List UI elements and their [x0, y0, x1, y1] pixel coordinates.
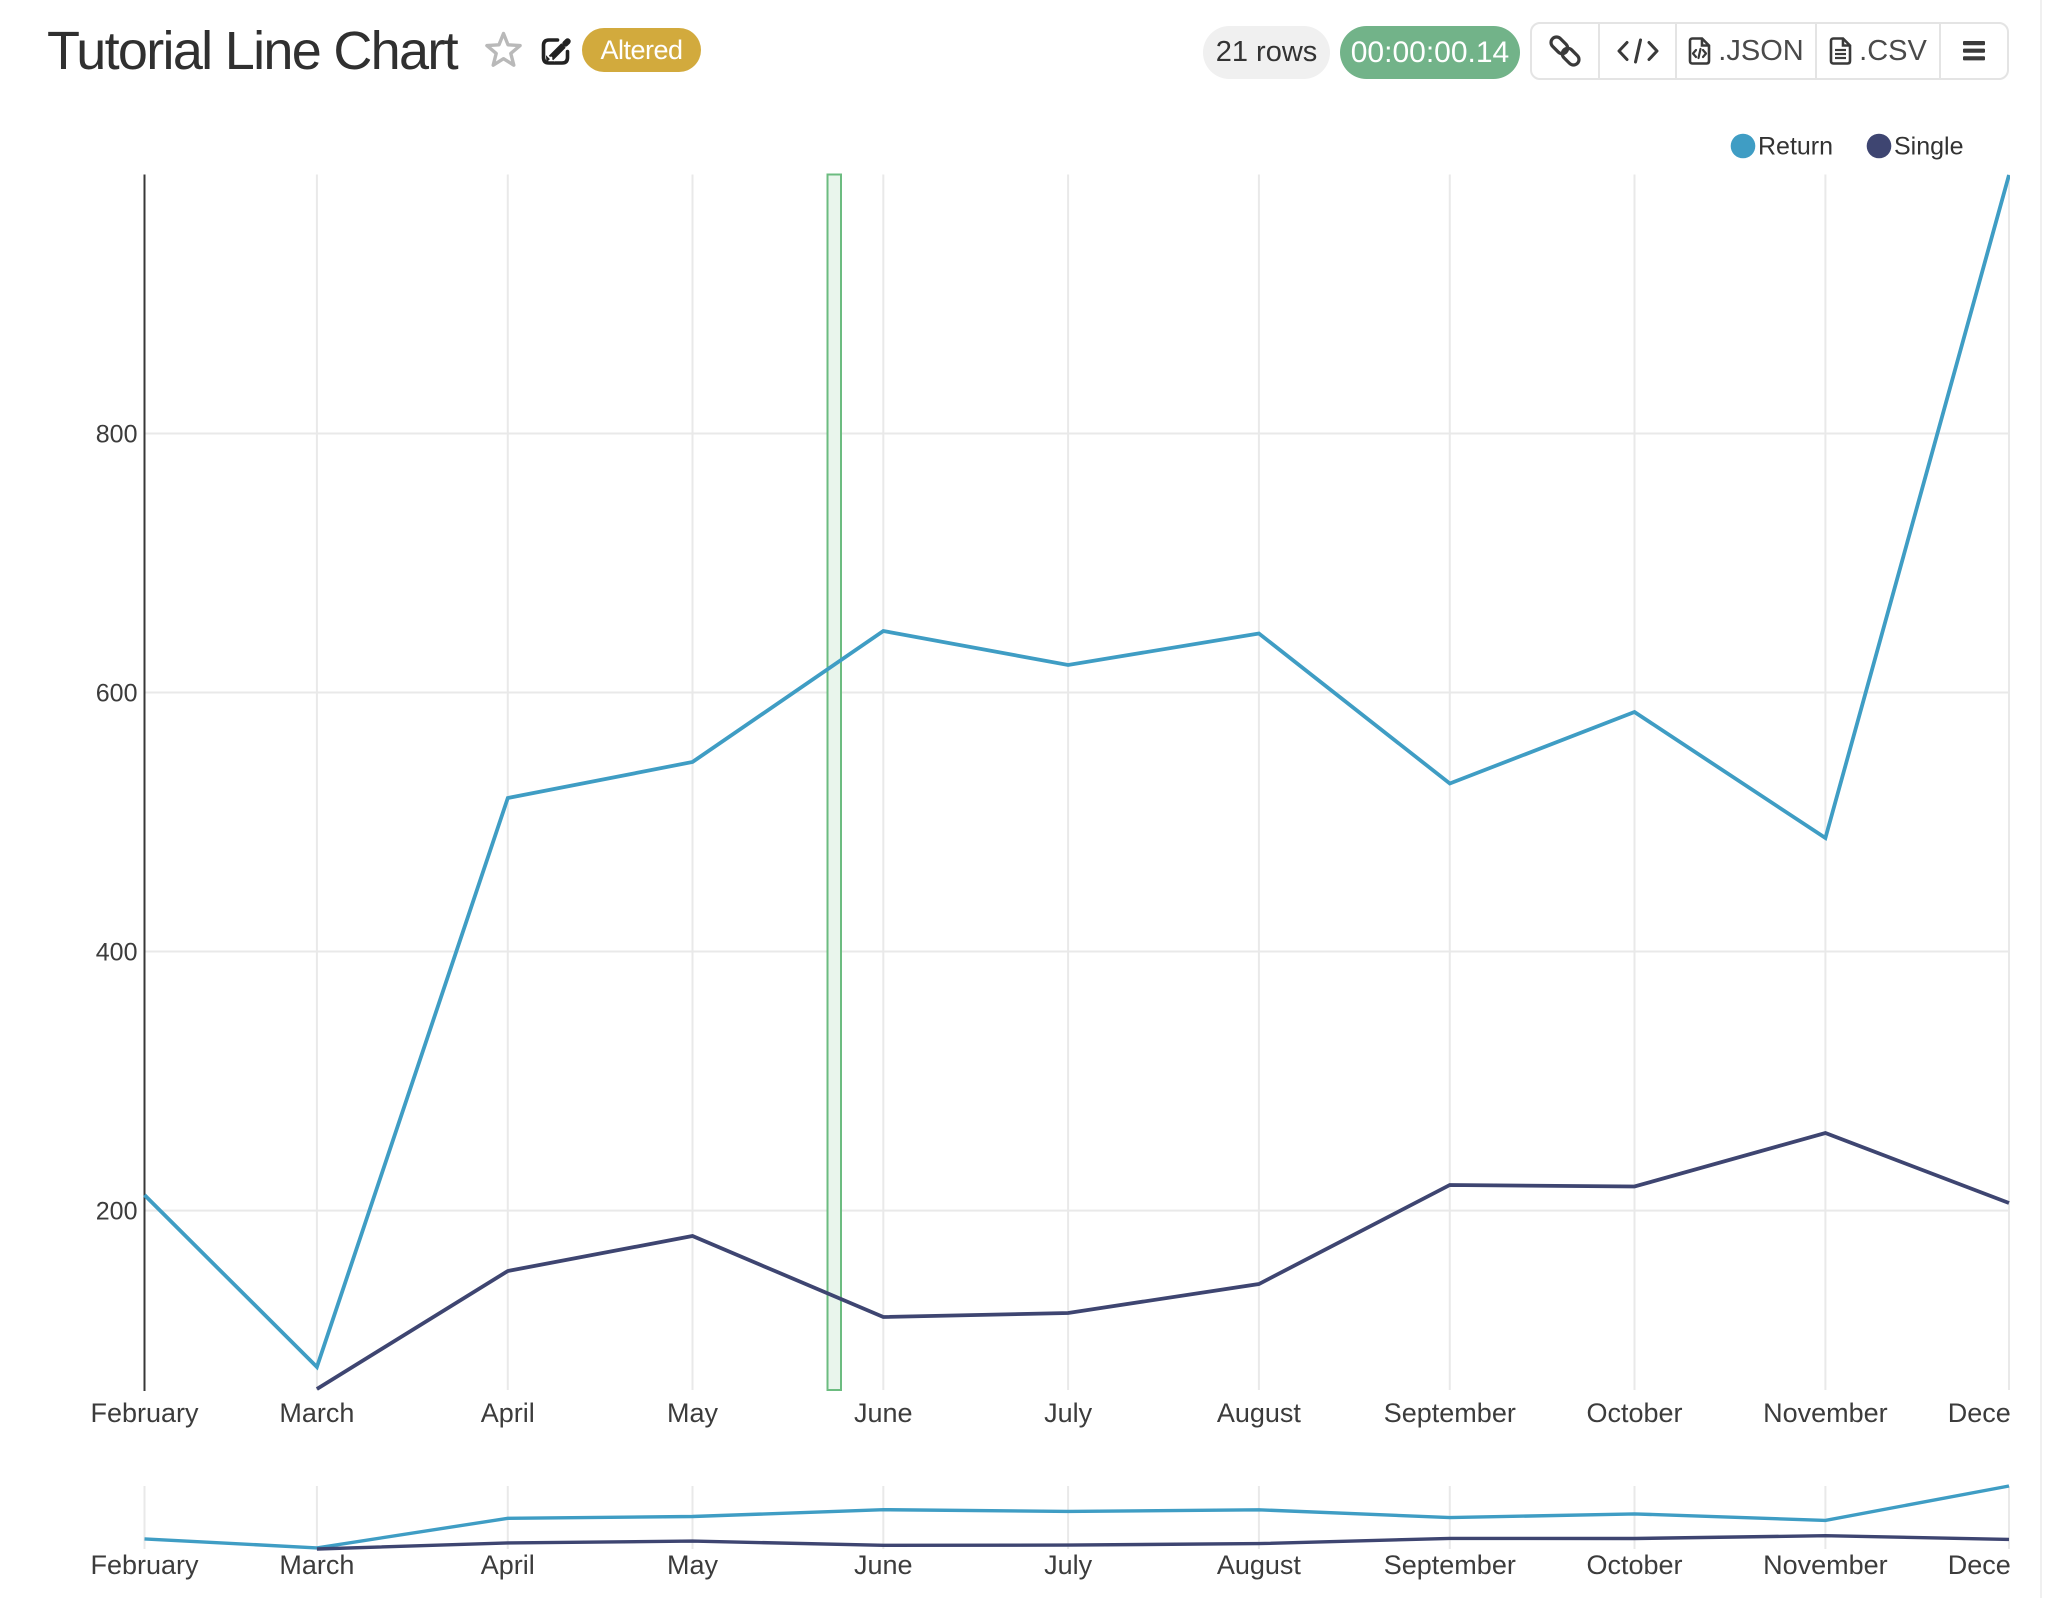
svg-text:March: March — [279, 1398, 354, 1428]
svg-text:800: 800 — [96, 421, 138, 449]
svg-text:December: December — [1948, 1398, 2010, 1428]
svg-text:November: November — [1763, 1550, 1888, 1580]
svg-text:February: February — [90, 1398, 199, 1428]
svg-text:Single: Single — [1894, 133, 1964, 161]
svg-text:February: February — [90, 1550, 199, 1580]
svg-text:July: July — [1044, 1398, 1093, 1428]
svg-text:600: 600 — [96, 680, 138, 708]
svg-text:October: October — [1586, 1550, 1682, 1580]
svg-text:August: August — [1217, 1550, 1302, 1580]
svg-text:October: October — [1586, 1398, 1682, 1428]
svg-text:November: November — [1763, 1398, 1888, 1428]
svg-text:Return: Return — [1758, 133, 1833, 161]
svg-text:August: August — [1217, 1398, 1302, 1428]
svg-text:June: June — [854, 1398, 913, 1428]
svg-text:April: April — [481, 1398, 535, 1428]
svg-text:September: September — [1384, 1550, 1516, 1580]
svg-text:May: May — [667, 1398, 719, 1428]
svg-text:September: September — [1384, 1398, 1516, 1428]
svg-text:December: December — [1948, 1550, 2010, 1580]
svg-text:400: 400 — [96, 939, 138, 967]
svg-text:May: May — [667, 1550, 719, 1580]
svg-text:200: 200 — [96, 1198, 138, 1226]
svg-text:July: July — [1044, 1550, 1093, 1580]
svg-text:March: March — [279, 1550, 354, 1580]
svg-text:June: June — [854, 1550, 913, 1580]
svg-text:April: April — [481, 1550, 535, 1580]
